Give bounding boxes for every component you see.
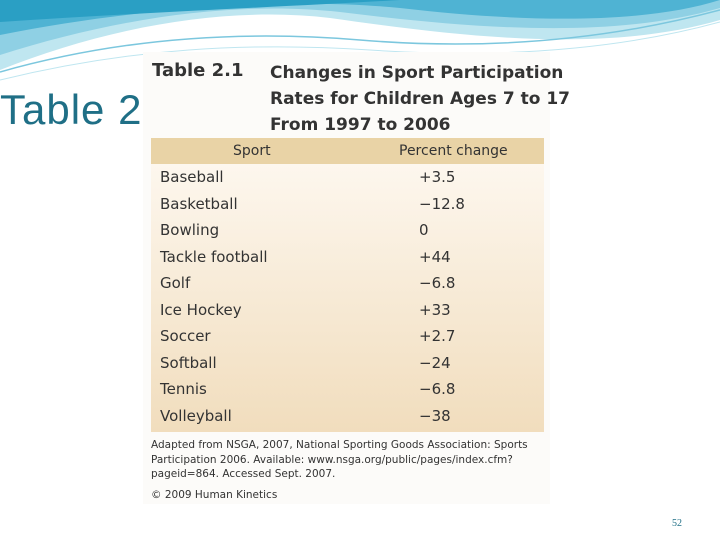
column-header-sport: Sport [233,143,271,159]
table-row: Tackle football +44 [151,244,544,271]
table-row: Bowling 0 [151,217,544,244]
sport-cell: Soccer [160,327,211,345]
table-image: Table 2.1 Changes in Sport Participation… [143,52,570,504]
table-header-row: Sport Percent change [151,138,544,164]
change-cell: −6.8 [419,380,456,398]
copyright-line: © 2009 Human Kinetics [151,489,278,501]
change-cell: +2.7 [419,327,456,345]
column-header-percent-change: Percent change [399,143,508,159]
sport-cell: Basketball [160,194,238,213]
table-row: Soccer +2.7 [151,323,544,350]
table-row: Baseball +3.5 [151,164,544,191]
table-title: Changes in Sport Participation Rates for… [270,60,570,138]
change-cell: −24 [419,353,451,372]
table-title-line: Rates for Children Ages 7 to 17 [270,89,570,109]
sport-cell: Ice Hockey [160,300,242,319]
header-wave-decoration [0,0,720,81]
page-number: 52 [672,518,682,529]
sport-cell: Tackle football [160,247,268,266]
slide-title: Table 2 [0,86,143,133]
sport-cell: Tennis [160,380,207,398]
table-row: Volleyball −38 [151,403,544,430]
table-row: Tennis −6.8 [151,376,544,403]
table-title-line: Changes in Sport Participation [270,63,564,83]
change-cell: +3.5 [419,168,456,186]
change-cell: +33 [419,300,451,319]
table-label: Table 2.1 [152,60,244,81]
change-cell: −6.8 [419,274,456,292]
sport-cell: Baseball [160,168,224,186]
sport-cell: Volleyball [160,406,232,425]
source-note: Adapted from NSGA, 2007, National Sporti… [151,439,528,480]
table-row: Basketball −12.8 [151,191,544,218]
table-row: Softball −24 [151,350,544,377]
sport-cell: Bowling [160,221,220,239]
sport-cell: Softball [160,353,217,372]
change-cell: −12.8 [419,194,465,213]
sport-cell: Golf [160,274,191,292]
table-body: Baseball +3.5 Basketball −12.8 Bowling 0 Ta… [151,164,544,432]
change-cell: −38 [419,406,451,425]
table-title-line: From 1997 to 2006 [270,115,451,135]
table-row: Ice Hockey +33 [151,297,544,324]
change-cell: 0 [419,221,429,239]
table-row: Golf −6.8 [151,270,544,297]
change-cell: +44 [419,247,451,266]
